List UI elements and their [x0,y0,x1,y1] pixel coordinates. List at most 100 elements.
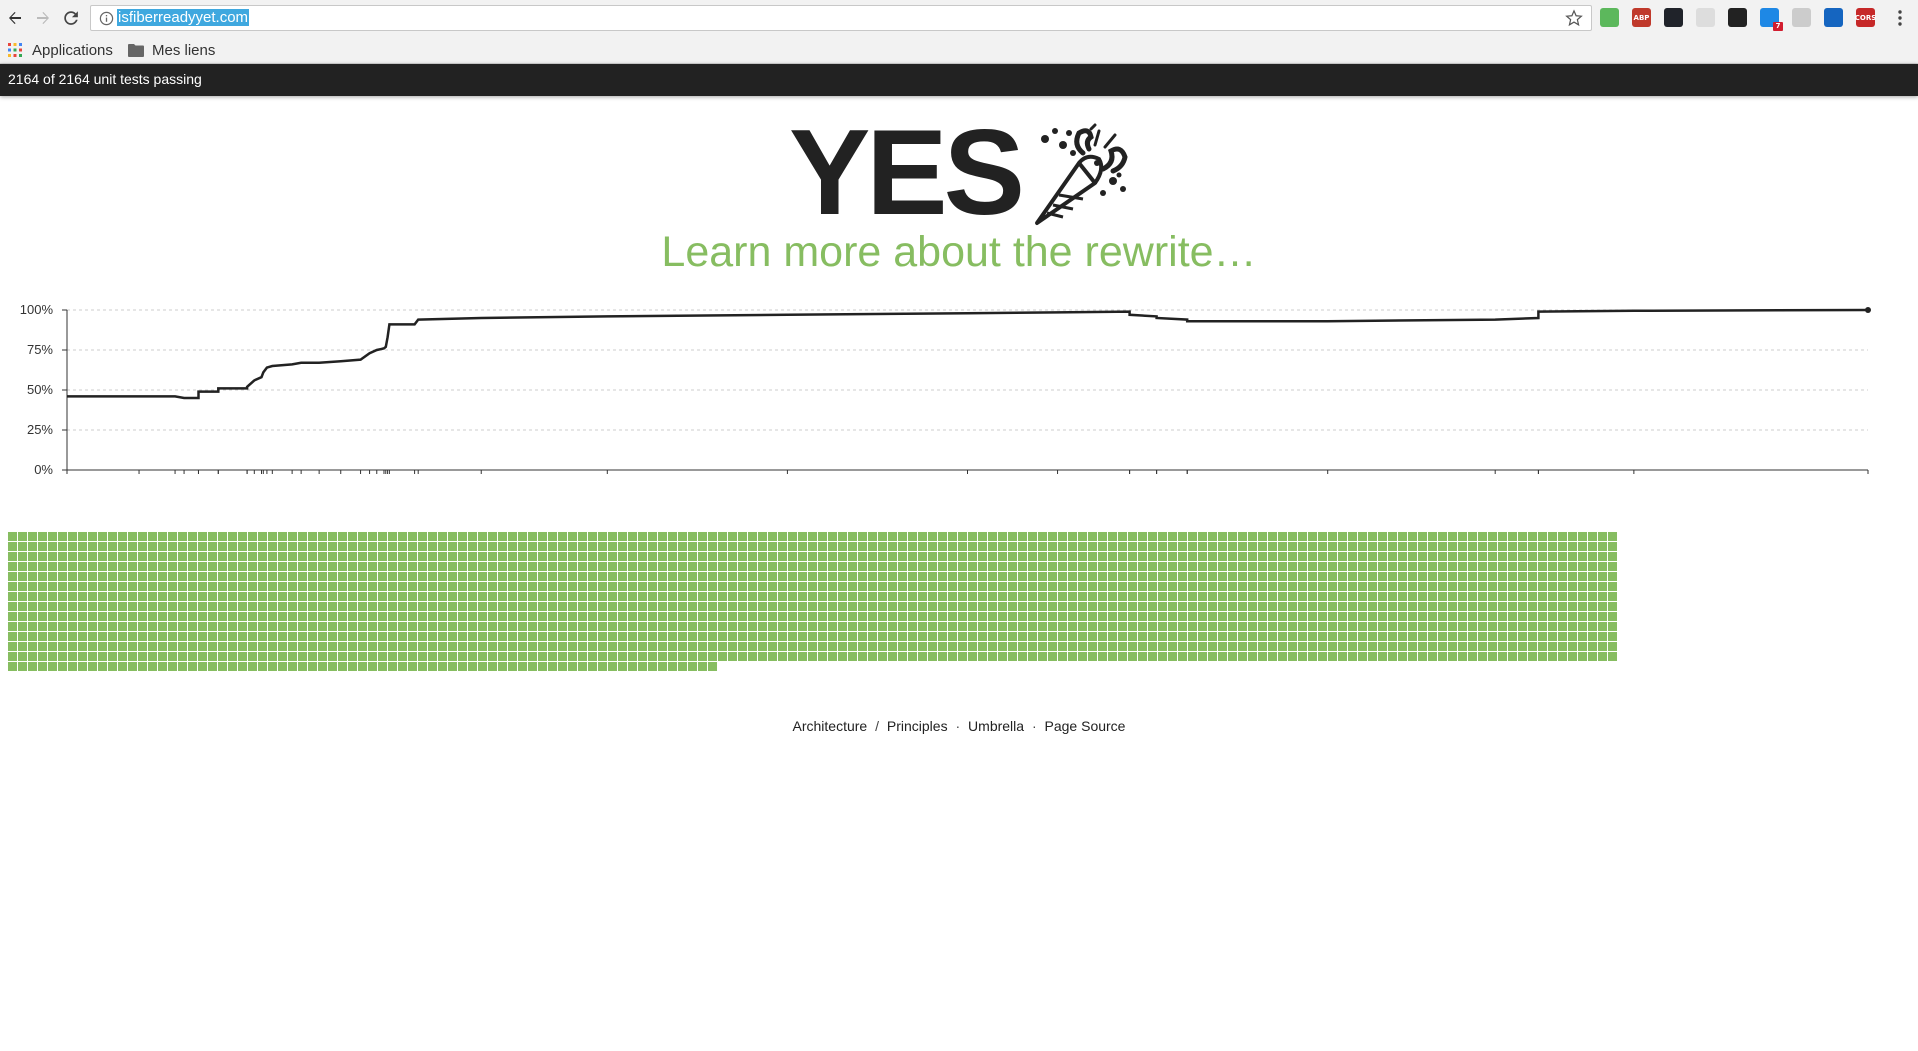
page-source-link[interactable]: Page Source [1044,718,1126,734]
test-cell [1538,642,1547,651]
test-cell [398,572,407,581]
test-cell [768,642,777,651]
test-cell [408,602,417,611]
extension-6-icon[interactable]: 7 [1760,8,1783,31]
test-cell [58,562,67,571]
test-cell [1018,562,1027,571]
adblock-plus-icon[interactable]: ABP [1632,8,1651,27]
test-cell [968,532,977,541]
test-cell [798,552,807,561]
test-cell [48,602,57,611]
test-cell [138,662,147,671]
test-cell [438,642,447,651]
test-cell [1458,552,1467,561]
forward-button[interactable] [32,7,54,29]
test-cell [338,582,347,591]
test-cell [1388,582,1397,591]
test-cell [1018,582,1027,591]
test-cell [318,662,327,671]
test-cell [308,632,317,641]
bookmark-folder-mes-liens[interactable]: Mes liens [128,40,215,60]
test-cell [838,582,847,591]
test-cell [1468,602,1477,611]
test-cell [1298,602,1307,611]
architecture-link[interactable]: Architecture [792,718,868,734]
test-cell [208,562,217,571]
test-cell [948,602,957,611]
test-cell [128,612,137,621]
info-icon[interactable] [99,11,114,26]
test-cell [548,632,557,641]
browser-toolbar: isfiberreadyyet.com ABP 7 CORS [0,0,1918,36]
test-cell [18,622,27,631]
test-cell [228,622,237,631]
test-cell [828,642,837,651]
test-cell [718,532,727,541]
test-cell [848,532,857,541]
umbrella-link[interactable]: Umbrella [968,718,1025,734]
test-cell [1528,592,1537,601]
url-text[interactable]: isfiberreadyyet.com [117,9,250,26]
address-bar[interactable]: isfiberreadyyet.com [90,5,1592,31]
cors-icon[interactable]: CORS [1855,8,1876,27]
browser-menu-icon[interactable] [1894,8,1906,28]
test-cell [598,592,607,601]
extension-1-icon[interactable] [1600,8,1619,27]
extension-4-icon[interactable] [1696,8,1715,27]
extension-8-icon[interactable] [1824,8,1843,27]
test-cell [1558,562,1567,571]
test-cell [458,572,467,581]
test-cell [988,572,997,581]
extension-5-icon[interactable] [1728,8,1747,27]
test-cell [768,592,777,601]
test-cell [818,622,827,631]
test-cell [778,632,787,641]
test-cell [438,582,447,591]
test-cell [808,572,817,581]
test-cell [178,662,187,671]
principles-link[interactable]: Principles [886,718,948,734]
test-cell [608,642,617,651]
extension-7-icon[interactable] [1792,8,1811,27]
test-cell [178,562,187,571]
test-cell [698,582,707,591]
react-devtools-icon[interactable] [1664,8,1683,27]
reload-button[interactable] [60,7,82,29]
test-cell [1288,642,1297,651]
test-cell [228,592,237,601]
test-cell [448,602,457,611]
bookmark-applications[interactable]: Applications [8,40,113,60]
test-cell [758,542,767,551]
test-cell [28,592,37,601]
learn-more-link[interactable]: Learn more about the rewrite… [661,228,1257,276]
test-cell [1148,592,1157,601]
test-cell [1598,602,1607,611]
test-cell [418,562,427,571]
test-cell [978,552,987,561]
test-cell [308,612,317,621]
test-cell [1298,642,1307,651]
test-cell [1538,632,1547,641]
test-cell [478,582,487,591]
test-cell [1588,572,1597,581]
test-cell [1418,632,1427,641]
test-cell [1548,552,1557,561]
test-cell [1288,622,1297,631]
test-cell [498,632,507,641]
back-button[interactable] [4,7,26,29]
bookmark-star-icon[interactable] [1565,9,1583,27]
test-cell [1358,592,1367,601]
test-cell [478,562,487,571]
test-cell [628,602,637,611]
test-cell [188,602,197,611]
test-cell [1168,532,1177,541]
test-cell [1398,552,1407,561]
test-cell [858,572,867,581]
test-cell [768,572,777,581]
test-cell [38,582,47,591]
test-cell [418,592,427,601]
test-cell [1138,612,1147,621]
test-cell [1208,622,1217,631]
test-cell [688,642,697,651]
test-cell [58,632,67,641]
